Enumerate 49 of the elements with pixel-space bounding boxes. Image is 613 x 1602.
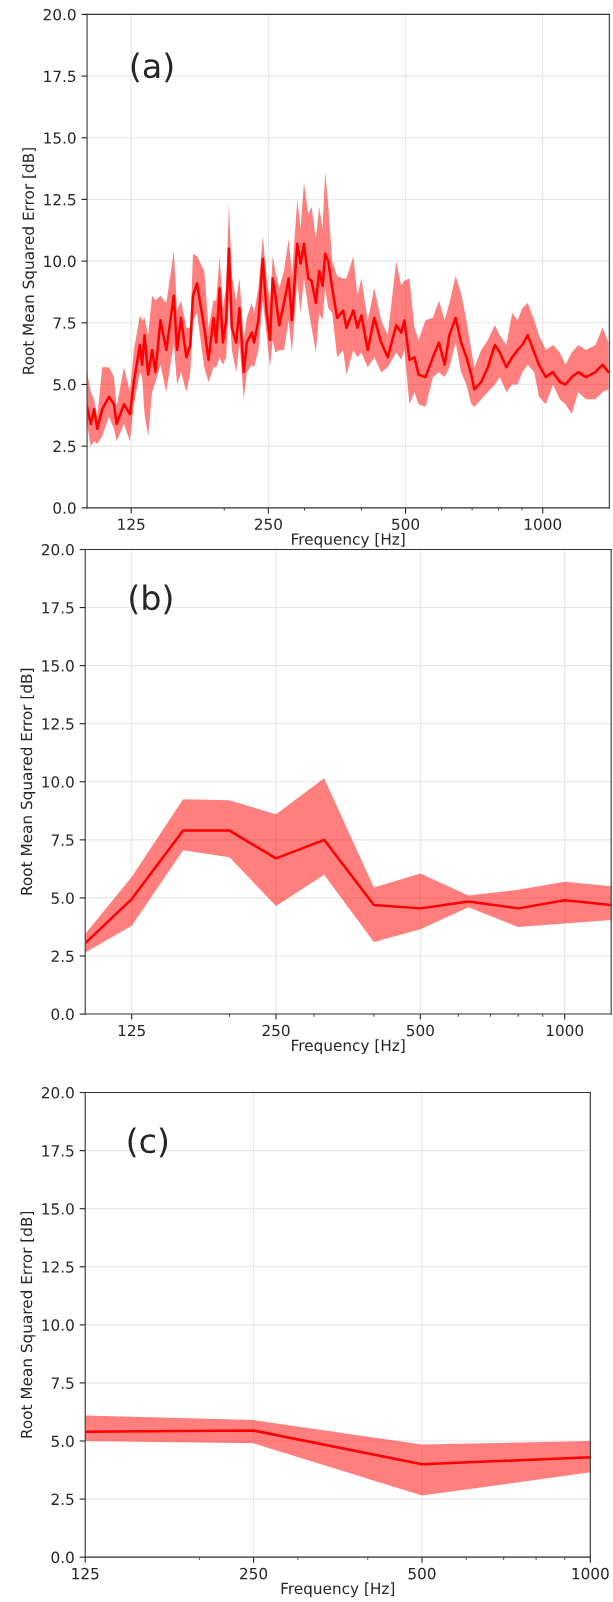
x-tick-label: 500 bbox=[408, 1567, 436, 1580]
y-tick-label: 17.5 bbox=[44, 70, 76, 83]
y-tick-label: 10.0 bbox=[44, 255, 76, 268]
y-tick-label: 0.0 bbox=[51, 1551, 74, 1564]
x-tick-label: 250 bbox=[262, 1024, 290, 1037]
x-tick-label: 1000 bbox=[572, 1567, 609, 1580]
y-tick-label: 17.5 bbox=[42, 602, 74, 614]
y-tick-label: 5.0 bbox=[53, 378, 76, 391]
y-tick-label: 15.0 bbox=[42, 1203, 74, 1215]
y-tick-label: 5.0 bbox=[51, 892, 74, 904]
y-tick-label: 15.0 bbox=[42, 660, 74, 672]
y-tick-label: 7.5 bbox=[51, 1377, 74, 1389]
x-tick-label: 250 bbox=[240, 1567, 268, 1580]
annotation: (c) bbox=[128, 1127, 168, 1158]
x-tick-label: 1000 bbox=[524, 518, 562, 531]
x-tick-label: 125 bbox=[72, 1567, 99, 1580]
y-axis-title: Root Mean Squared Error [dB] bbox=[22, 148, 38, 374]
annotation: (b) bbox=[130, 584, 172, 615]
y-tick-label: 7.5 bbox=[53, 317, 76, 329]
x-tick-label: 125 bbox=[118, 1024, 145, 1037]
y-tick-label: 2.5 bbox=[51, 950, 74, 963]
y-tick-label: 20.0 bbox=[41, 543, 74, 556]
y-tick-label: 10.0 bbox=[42, 1319, 74, 1331]
y-tick-label: 0.0 bbox=[51, 1008, 74, 1021]
y-tick-label: 12.5 bbox=[44, 193, 76, 206]
x-tick-label: 500 bbox=[406, 1024, 434, 1037]
y-tick-label: 0.0 bbox=[53, 502, 76, 514]
x-axis-title: Frequency [Hz] bbox=[281, 1582, 395, 1598]
y-tick-label: 12.5 bbox=[42, 718, 74, 730]
x-axis-title: Frequency [Hz] bbox=[292, 1039, 405, 1055]
y-tick-label: 10.0 bbox=[42, 776, 74, 788]
y-tick-label: 7.5 bbox=[51, 834, 74, 846]
y-tick-label: 5.0 bbox=[51, 1435, 74, 1448]
x-tick-label: 1000 bbox=[546, 1024, 584, 1037]
x-tick-label: 250 bbox=[254, 518, 282, 531]
y-tick-label: 20.0 bbox=[43, 8, 76, 21]
y-tick-label: 2.5 bbox=[51, 1493, 74, 1506]
y-tick-label: 20.0 bbox=[41, 1087, 74, 1099]
y-axis-title: Root Mean Squared Error [dB] bbox=[20, 1211, 36, 1438]
y-tick-label: 17.5 bbox=[42, 1145, 74, 1157]
y-axis-title: Root Mean Squared Error [dB] bbox=[20, 668, 36, 895]
x-tick-label: 500 bbox=[392, 518, 420, 531]
x-axis-title: Frequency [Hz] bbox=[292, 533, 405, 548]
y-tick-label: 2.5 bbox=[53, 440, 76, 453]
line-series bbox=[85, 1429, 591, 1466]
y-tick-label: 15.0 bbox=[44, 132, 76, 144]
x-tick-label: 125 bbox=[118, 518, 145, 531]
y-tick-label: 12.5 bbox=[42, 1261, 74, 1273]
annotation: (a) bbox=[131, 52, 173, 83]
